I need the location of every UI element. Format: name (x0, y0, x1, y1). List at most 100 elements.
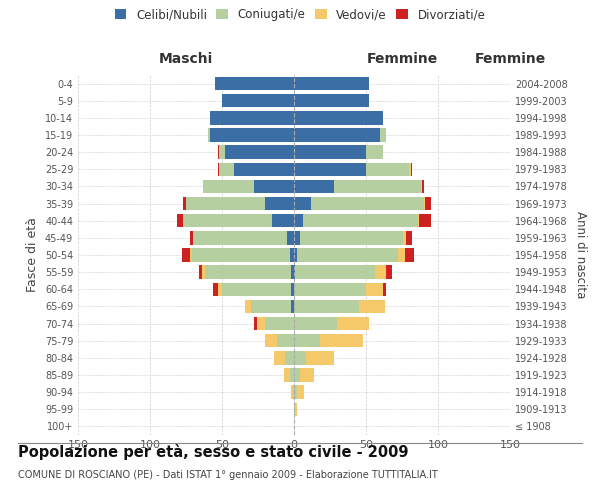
Bar (199, 266, 202, 279)
Bar (287, 231, 294, 244)
Bar (337, 317, 369, 330)
Bar (295, 266, 374, 279)
Bar (294, 300, 359, 313)
Bar (291, 282, 294, 296)
Bar (208, 128, 211, 141)
Bar (190, 231, 193, 244)
Bar (366, 146, 383, 159)
Bar (383, 282, 386, 296)
Bar (294, 266, 295, 279)
Bar (294, 402, 295, 416)
Legend: Celibi/Nubili, Coniugati/e, Vedovi/e, Divorziati/e: Celibi/Nubili, Coniugati/e, Vedovi/e, Di… (115, 8, 485, 22)
Bar (286, 351, 294, 364)
Bar (406, 231, 412, 244)
Bar (291, 386, 293, 399)
Bar (386, 266, 392, 279)
Bar (294, 231, 300, 244)
Bar (374, 266, 386, 279)
Text: COMUNE DI ROSCIANO (PE) - Dati ISTAT 1° gennaio 2009 - Elaborazione TUTTITALIA.I: COMUNE DI ROSCIANO (PE) - Dati ISTAT 1° … (18, 470, 438, 480)
Bar (294, 317, 337, 330)
Bar (202, 266, 205, 279)
Bar (222, 94, 294, 108)
Bar (186, 197, 265, 210)
Bar (294, 351, 305, 364)
Bar (218, 282, 222, 296)
Bar (294, 77, 369, 90)
Bar (380, 128, 386, 141)
Bar (233, 162, 294, 176)
Bar (294, 386, 297, 399)
Bar (366, 282, 383, 296)
Bar (294, 128, 380, 141)
Bar (305, 351, 334, 364)
Bar (424, 197, 425, 210)
Text: Popolazione per età, sesso e stato civile - 2009: Popolazione per età, sesso e stato civil… (18, 444, 409, 460)
Bar (205, 266, 291, 279)
Bar (421, 180, 422, 193)
Bar (218, 146, 219, 159)
Bar (409, 162, 410, 176)
Bar (254, 317, 257, 330)
Bar (265, 317, 294, 330)
Bar (182, 248, 190, 262)
Bar (294, 111, 383, 124)
Bar (193, 231, 287, 244)
Bar (294, 146, 366, 159)
Bar (214, 282, 218, 296)
Bar (294, 180, 334, 193)
Bar (295, 402, 297, 416)
Bar (291, 266, 294, 279)
Bar (422, 180, 424, 193)
Bar (178, 214, 183, 228)
Bar (294, 197, 311, 210)
Text: Femmine: Femmine (475, 52, 545, 66)
Bar (219, 146, 225, 159)
Bar (294, 368, 300, 382)
Bar (294, 214, 302, 228)
Bar (294, 248, 297, 262)
Bar (183, 214, 272, 228)
Bar (294, 94, 369, 108)
Bar (359, 300, 385, 313)
Bar (291, 300, 294, 313)
Bar (222, 282, 291, 296)
Bar (215, 77, 294, 90)
Bar (265, 334, 277, 347)
Text: Femmine: Femmine (367, 52, 437, 66)
Bar (320, 334, 363, 347)
Bar (254, 180, 294, 193)
Bar (192, 248, 290, 262)
Bar (334, 180, 421, 193)
Bar (366, 162, 409, 176)
Bar (297, 248, 398, 262)
Bar (211, 111, 294, 124)
Bar (257, 317, 265, 330)
Bar (272, 214, 294, 228)
Y-axis label: Anni di nascita: Anni di nascita (574, 212, 587, 298)
Bar (225, 146, 294, 159)
Bar (294, 162, 366, 176)
Bar (284, 368, 290, 382)
Bar (274, 351, 286, 364)
Bar (203, 180, 254, 193)
Bar (245, 300, 251, 313)
Y-axis label: Fasce di età: Fasce di età (26, 218, 39, 292)
Bar (219, 162, 233, 176)
Bar (277, 334, 294, 347)
Bar (403, 231, 406, 244)
Text: Maschi: Maschi (159, 52, 213, 66)
Bar (297, 386, 304, 399)
Bar (218, 162, 219, 176)
Bar (311, 197, 424, 210)
Bar (398, 248, 405, 262)
Bar (419, 214, 431, 228)
Bar (251, 300, 291, 313)
Bar (183, 197, 186, 210)
Bar (410, 162, 412, 176)
Bar (265, 197, 294, 210)
Bar (190, 248, 192, 262)
Bar (290, 248, 294, 262)
Bar (294, 282, 366, 296)
Bar (425, 197, 431, 210)
Bar (290, 368, 294, 382)
